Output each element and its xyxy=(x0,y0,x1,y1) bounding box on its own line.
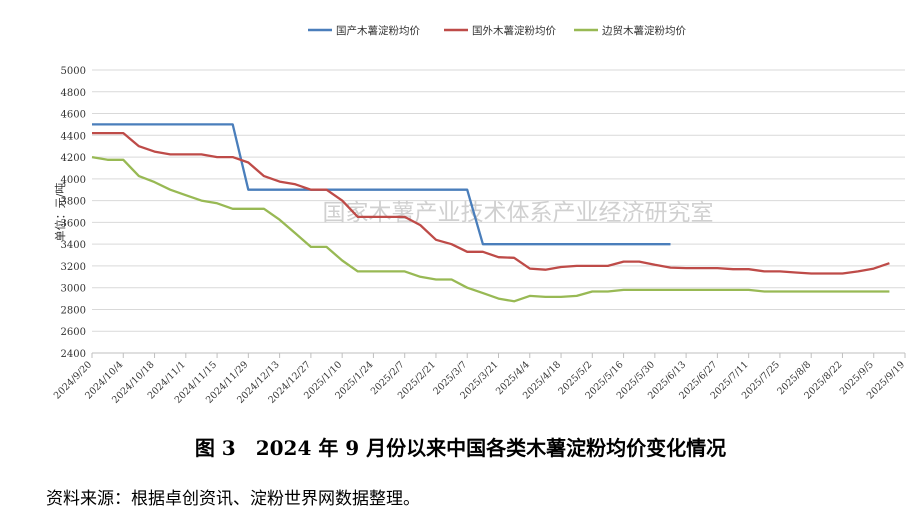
y-tick-label: 4600 xyxy=(61,110,86,121)
y-tick-label: 5000 xyxy=(61,66,86,77)
y-tick-label: 4400 xyxy=(61,131,86,142)
y-tick-label: 3200 xyxy=(61,262,86,273)
y-tick-label: 3800 xyxy=(61,197,86,208)
line-chart: 2400 2600 2800 3000 3200 3400 3600 3800 4000 4200… xyxy=(52,24,907,406)
watermark: 国家木薯产业技术体系产业经济研究室 xyxy=(323,200,714,226)
y-axis-label: 单位：元/吨 xyxy=(53,183,67,242)
figure-caption: 图 3 2024 年 9 月份以来中国各类木薯淀粉均价变化情况 xyxy=(194,436,727,460)
y-tick-label: 4000 xyxy=(61,175,86,186)
legend-label-1: 国外木薯淀粉均价 xyxy=(472,24,556,37)
legend-label-0: 国产木薯淀粉均价 xyxy=(336,24,420,37)
y-tick-label: 3400 xyxy=(61,240,86,251)
series-line-0 xyxy=(92,123,671,246)
series-line-2 xyxy=(91,155,890,303)
y-tick-label: 2600 xyxy=(61,327,86,338)
y-tick-label: 4200 xyxy=(61,153,86,164)
source-note: 资料来源：根据卓创资讯、淀粉世界网数据整理。 xyxy=(46,489,420,509)
y-tick-label: 4800 xyxy=(61,88,86,99)
y-tick-label: 2800 xyxy=(61,305,86,316)
y-tick-label: 3000 xyxy=(61,284,86,295)
legend-label-2: 边贸木薯淀粉均价 xyxy=(602,24,686,37)
y-tick-label: 3600 xyxy=(61,218,86,229)
series-line-1 xyxy=(92,131,890,275)
y-tick-label: 2400 xyxy=(61,349,86,360)
